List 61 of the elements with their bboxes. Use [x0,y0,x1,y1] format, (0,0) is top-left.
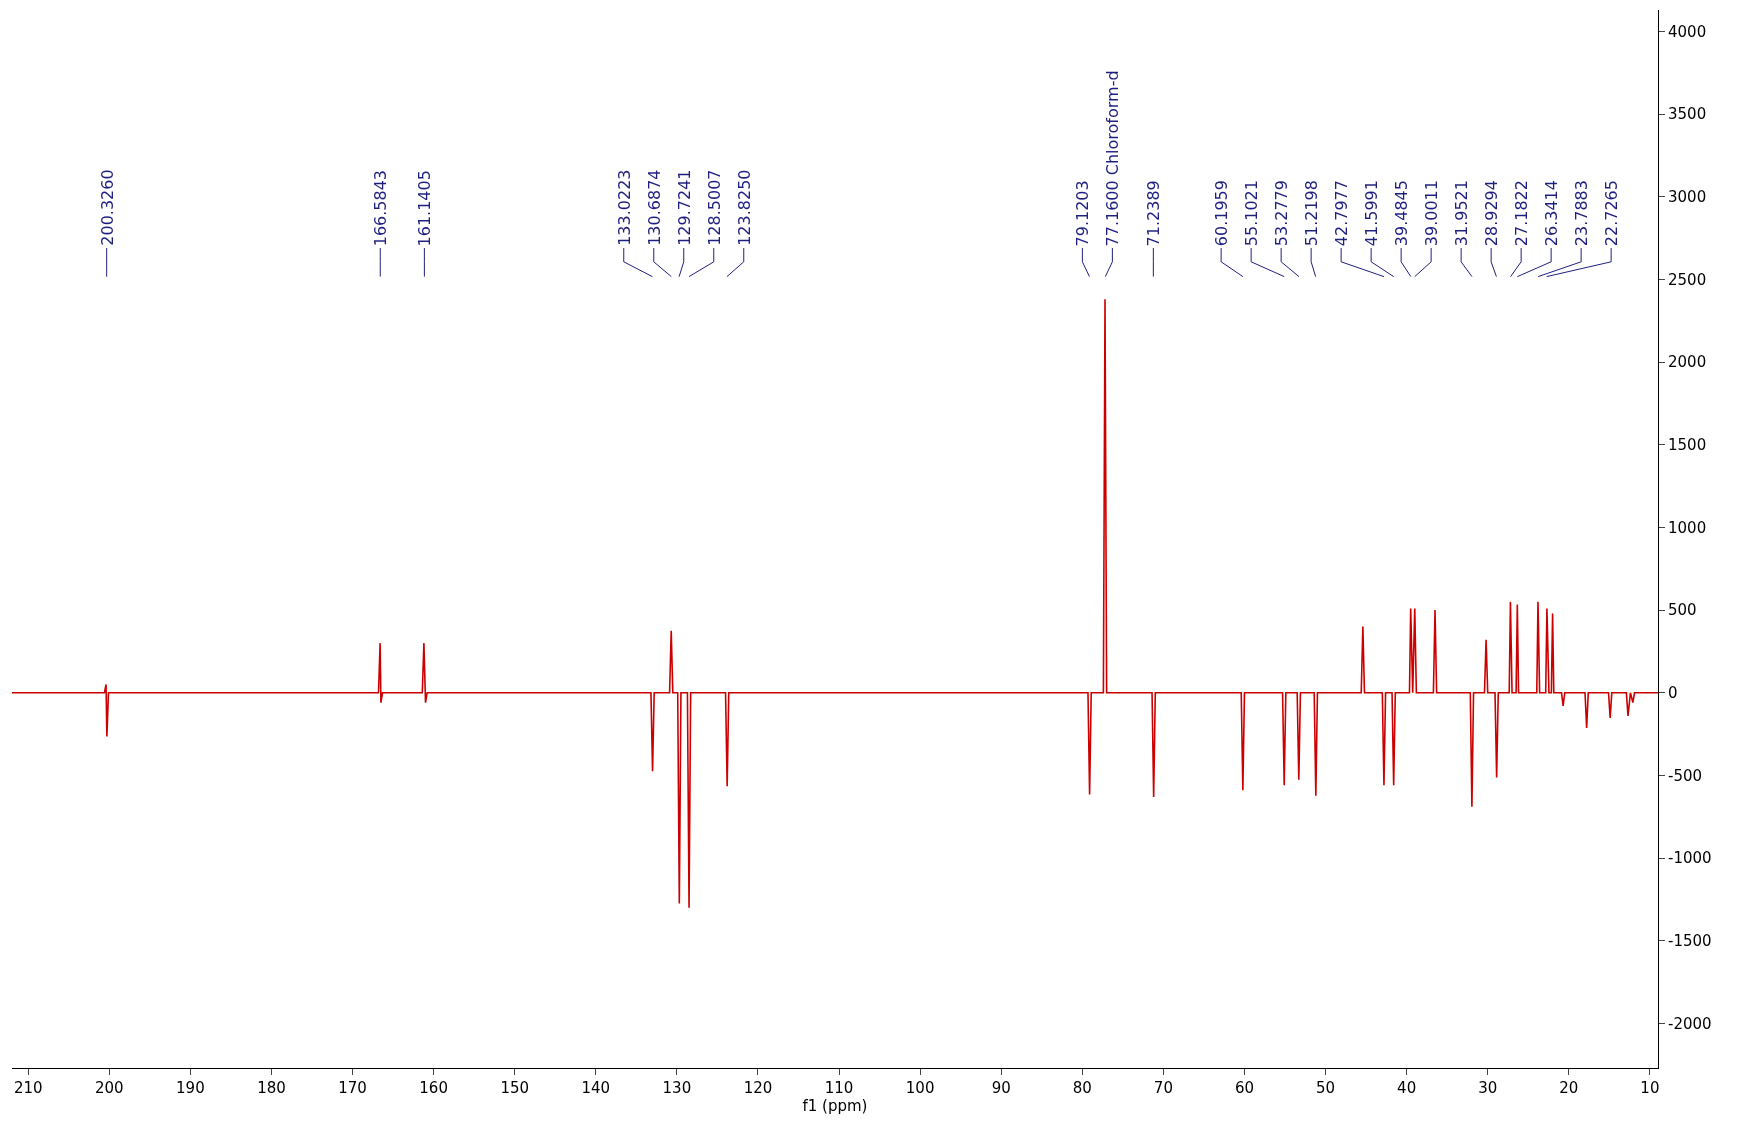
annotation: 71.2389 [1144,180,1164,247]
annotation: 39.4845 [1392,180,1412,247]
x-tick-label: 90 [991,1079,1011,1097]
x-tick-label: 160 [419,1079,448,1097]
annotation: 23.7883 [1572,180,1592,247]
annotation: 26.3414 [1542,180,1562,247]
annotation: 130.6874 [644,169,664,246]
annotation: 41.5991 [1362,180,1382,247]
annotation: 28.9294 [1482,180,1502,247]
annotation: 123.8250 [734,169,754,246]
x-tick-label: 190 [176,1079,205,1097]
annotation: 128.5007 [704,169,724,246]
y-tick-label: -500 [1668,766,1703,785]
annotation: 22.7265 [1602,180,1622,247]
annotation: 39.0011 [1422,180,1442,247]
annotation: 166.5843 [371,169,391,247]
annotation: 42.7977 [1332,180,1352,247]
y-tick-label: 2000 [1668,353,1707,372]
x-tick-label: 10 [1640,1079,1660,1097]
y-tick-label: -1000 [1668,849,1712,868]
y-tick-label: 4000 [1668,22,1707,41]
annotation: 79.1203 [1073,180,1093,247]
y-tick-label: 0 [1668,683,1678,702]
y-tick-label: 500 [1668,601,1697,620]
x-tick-label: 20 [1559,1079,1579,1097]
annotation: 53.2779 [1272,180,1292,247]
x-tick-label: 180 [257,1079,286,1097]
x-tick-label: 120 [743,1079,773,1097]
annotation: 60.1959 [1212,180,1232,247]
x-tick-label: 110 [824,1079,854,1097]
x-axis-title: f1 (ppm) [802,1097,868,1115]
y-tick-label: 1500 [1668,436,1707,455]
annotation: 161.1405 [415,170,435,247]
y-tick-label: -1500 [1668,931,1712,950]
annotation: 129.7241 [674,169,694,246]
y-tick-label: -2000 [1668,1014,1712,1033]
x-tick-label: 210 [13,1079,43,1097]
annotation: 31.9521 [1452,180,1472,247]
x-tick-label: 130 [662,1079,692,1097]
annotation: 27.1822 [1512,180,1532,247]
x-tick-label: 30 [1478,1079,1498,1097]
x-tick-label: 60 [1234,1079,1255,1097]
x-tick-label: 50 [1316,1079,1336,1097]
y-tick-label: 3000 [1668,188,1707,207]
x-tick-label: 40 [1397,1079,1417,1097]
annotation: 77.1600 Chloroform-d [1103,70,1123,247]
annotation: 200.3260 [97,169,117,246]
annotation: 55.1021 [1242,180,1262,247]
x-tick-label: 200 [94,1079,124,1097]
y-tick-label: 1000 [1668,518,1707,537]
x-tick-label: 150 [500,1079,530,1097]
x-tick-label: 100 [905,1079,935,1097]
y-tick-label: 2500 [1668,270,1707,289]
line-series [12,298,1658,909]
x-tick-label: 140 [581,1079,611,1097]
annotation: 133.0223 [614,169,634,246]
x-tick-label: 70 [1153,1079,1173,1097]
y-tick-label: 3500 [1668,105,1707,124]
annotation: 51.2198 [1302,180,1322,247]
x-tick-label: 170 [338,1079,367,1097]
x-tick-label: 80 [1072,1079,1092,1097]
